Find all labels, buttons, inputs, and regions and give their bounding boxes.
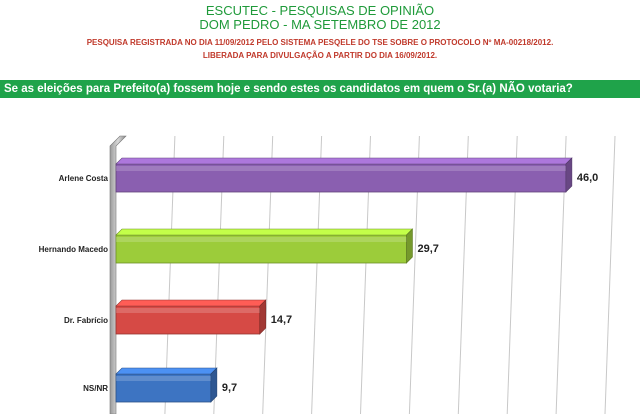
bar-highlight	[116, 376, 211, 381]
question-banner: Se as eleições para Prefeito(a) fossem h…	[0, 80, 640, 98]
value-label: 46,0	[577, 172, 598, 184]
bar-top	[115, 228, 414, 236]
labels: Arlene Costa 46,0 Hernando Macedo 29,7 Dr. F…	[39, 172, 599, 394]
bar-top	[115, 299, 267, 307]
category-label: Dr. Fabrício	[64, 316, 108, 325]
category-label: NS/NR	[83, 384, 108, 393]
bar-front	[115, 163, 567, 193]
axis-wall	[109, 135, 127, 414]
bar-highlight	[116, 308, 260, 313]
bar-front	[115, 234, 407, 264]
bar-side	[406, 228, 413, 264]
bars	[115, 157, 573, 403]
bar-highlight	[116, 166, 566, 171]
category-label: Hernando Macedo	[39, 245, 108, 254]
bar-side	[565, 157, 573, 193]
bar-side	[210, 367, 218, 403]
question-text: Se as eleições para Prefeito(a) fossem h…	[4, 83, 573, 95]
chart-title: ESCUTEC - PESQUISAS DE OPINIÃO	[205, 3, 435, 18]
bar-side	[259, 299, 267, 335]
bar-front	[115, 305, 261, 335]
bar-front	[115, 373, 212, 403]
value-label: 29,7	[417, 243, 438, 255]
bar-chart: Arlene Costa 46,0 Hernando Macedo 29,7 Dr. F…	[39, 135, 616, 414]
bar-highlight	[116, 237, 407, 242]
value-label: 9,7	[222, 382, 237, 394]
release-note: LIBERADA PARA DIVULGAÇÃO A PARTIR DO DIA…	[202, 51, 438, 60]
category-label: Arlene Costa	[59, 174, 109, 183]
gridline	[604, 135, 616, 414]
value-label: 14,7	[271, 314, 292, 326]
axis-wall-side	[109, 135, 127, 414]
registration-note: PESQUISA REGISTRADA NO DIA 11/09/2012 PE…	[86, 38, 554, 47]
bar-top	[115, 157, 573, 165]
chart-subtitle: DOM PEDRO - MA SETEMBRO DE 2012	[199, 17, 441, 32]
bar-top	[115, 367, 218, 375]
